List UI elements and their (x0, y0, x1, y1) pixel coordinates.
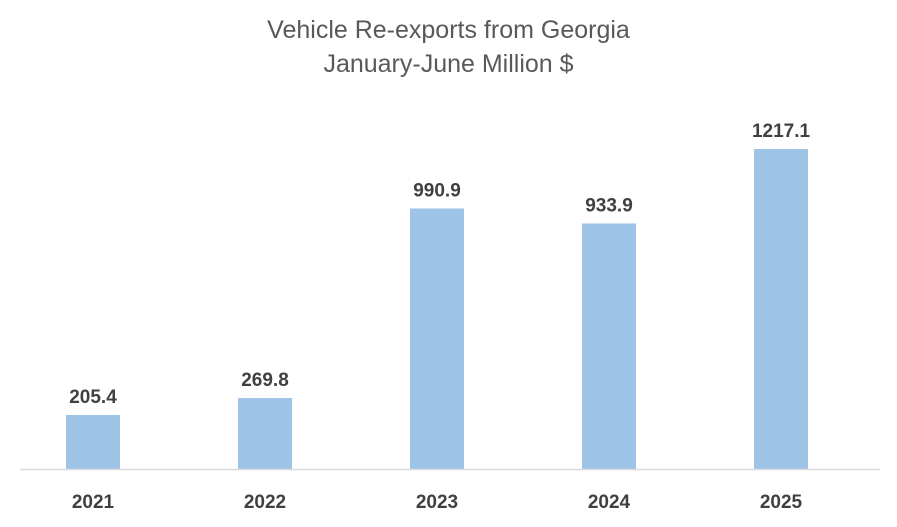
bar-2025 (754, 149, 808, 469)
chart-subtitle: January-June Million $ (323, 50, 574, 78)
data-label-2025: 1217.1 (752, 121, 811, 142)
bar-2021 (66, 414, 120, 469)
data-label-2024: 933.9 (585, 195, 633, 216)
x-tick-label-2024: 2024 (588, 492, 631, 513)
bar-2023 (410, 208, 464, 469)
x-tick-label-2023: 2023 (416, 492, 458, 513)
data-label-2021: 205.4 (69, 387, 117, 408)
x-tick-label-2021: 2021 (72, 492, 115, 513)
x-tick-label-2022: 2022 (244, 492, 286, 513)
x-tick-label-2025: 2025 (760, 492, 803, 513)
data-label-2023: 990.9 (413, 180, 461, 201)
chart-title: Vehicle Re-exports from Georgia (267, 16, 630, 44)
bar-2022 (238, 398, 292, 469)
bar-2024 (582, 223, 636, 469)
data-label-2022: 269.8 (241, 370, 289, 391)
